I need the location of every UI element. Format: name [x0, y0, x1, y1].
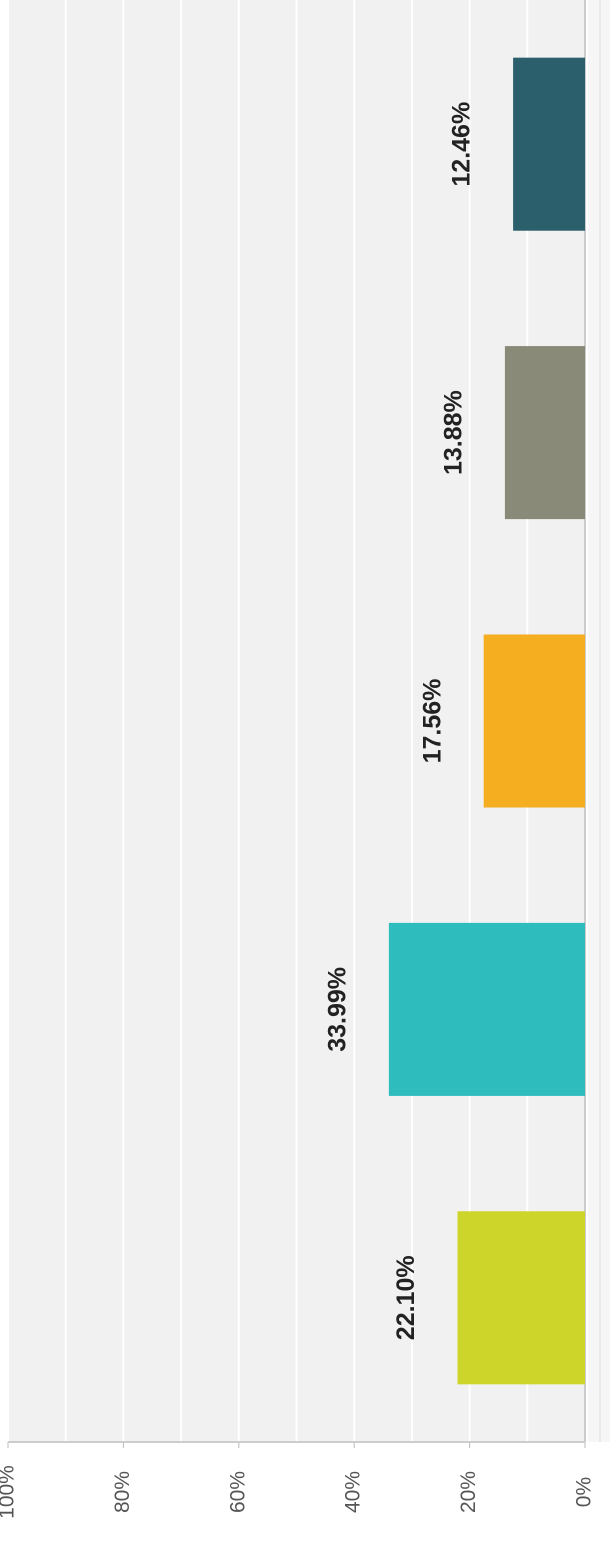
y-tick-label: 60%: [226, 1471, 249, 1513]
bar: [504, 346, 585, 520]
data-label: 12.46%: [448, 102, 476, 187]
bar: [457, 1211, 585, 1385]
y-tick-label: 40%: [342, 1471, 365, 1513]
data-label: 22.10%: [392, 1255, 420, 1340]
data-label: 17.56%: [418, 679, 446, 764]
bar: [483, 634, 585, 808]
bar: [513, 57, 585, 231]
data-label: 13.88%: [440, 390, 468, 475]
data-label: 33.99%: [323, 967, 351, 1052]
y-tick-label: 0%: [573, 1477, 596, 1507]
y-tick-label: 100%: [0, 1465, 19, 1519]
side-panel: [588, 0, 610, 1442]
bar: [388, 922, 585, 1096]
y-tick-label: 20%: [457, 1471, 480, 1513]
y-tick-label: 80%: [111, 1471, 134, 1513]
